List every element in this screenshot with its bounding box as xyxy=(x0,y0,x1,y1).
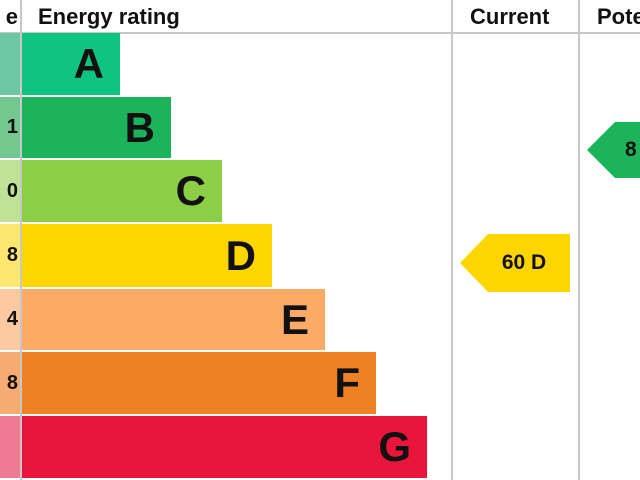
potential-rating-arrow: 8 xyxy=(587,122,640,178)
header-divider xyxy=(0,32,640,34)
band-bar-A: A xyxy=(22,33,120,95)
band-score-D: 8 xyxy=(0,224,20,287)
potential-rating-label: 8 xyxy=(625,138,637,161)
column-divider xyxy=(451,0,453,480)
column-divider xyxy=(578,0,580,480)
band-bar-F: F xyxy=(22,352,376,414)
band-bar-C: C xyxy=(22,160,222,222)
column-divider xyxy=(20,0,22,480)
band-bar-G: G xyxy=(22,416,427,478)
band-score-G xyxy=(0,416,20,478)
band-score-F: 8 xyxy=(0,352,20,414)
band-score-C: 0 xyxy=(0,160,20,222)
score-header: e xyxy=(5,4,18,29)
band-bar-B: B xyxy=(22,97,171,158)
current-header: Current xyxy=(470,4,550,29)
energy-rating-header: Energy rating xyxy=(38,4,180,29)
current-rating-arrow: 60 D xyxy=(460,234,570,292)
band-score-A xyxy=(0,33,20,95)
current-rating-label: 60 D xyxy=(501,251,547,274)
band-bar-E: E xyxy=(22,289,325,350)
band-score-B: 1 xyxy=(0,97,20,158)
band-score-E: 4 xyxy=(0,289,20,350)
band-bar-D: D xyxy=(22,224,272,287)
potential-header: Pote xyxy=(597,4,640,29)
